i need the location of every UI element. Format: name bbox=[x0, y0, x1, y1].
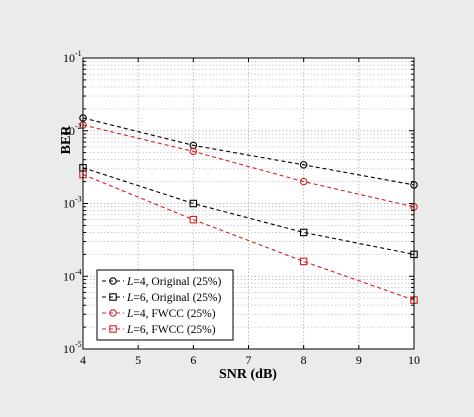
series-line bbox=[82, 124, 415, 208]
x-axis-label: SNR (dB) bbox=[219, 367, 277, 382]
y-axis-label: BER bbox=[59, 125, 74, 155]
legend-box bbox=[96, 269, 234, 341]
legend-entry: L=4, FWCC (25%) bbox=[102, 308, 216, 320]
data-point bbox=[189, 147, 198, 156]
series-line bbox=[82, 117, 415, 186]
legend-label: L=4, Original (25%) bbox=[126, 276, 222, 288]
legend-entry: L=6, FWCC (25%) bbox=[102, 324, 216, 336]
y-tick-label: 10-5 bbox=[63, 340, 82, 356]
data-point bbox=[109, 325, 117, 333]
series-line bbox=[82, 174, 415, 301]
legend-label: L=6, FWCC (25%) bbox=[126, 324, 216, 336]
legend-entry: L=6, Original (25%) bbox=[102, 292, 222, 304]
x-tick-labels: 4 5 6 7 8 9 10 bbox=[80, 353, 420, 367]
legend: L=4, Original (25%) L=6, Original (25%) L=… bbox=[96, 269, 234, 341]
x-tick-label: 10 bbox=[408, 353, 420, 367]
x-tick-label: 4 bbox=[80, 353, 86, 367]
data-point bbox=[109, 293, 117, 301]
y-tick-label: 10-1 bbox=[63, 49, 82, 65]
data-point bbox=[109, 277, 117, 285]
x-tick-label: 9 bbox=[356, 353, 362, 367]
data-point bbox=[299, 161, 308, 169]
legend-entry: L=4, Original (25%) bbox=[102, 276, 222, 288]
y-tick-label: 10-2 bbox=[63, 122, 82, 138]
legend-label: L=4, FWCC (25%) bbox=[126, 308, 216, 320]
data-point bbox=[299, 177, 308, 186]
data-point bbox=[109, 309, 117, 317]
x-tick-label: 8 bbox=[301, 353, 307, 367]
series-line bbox=[82, 167, 415, 255]
x-tick-label: 5 bbox=[135, 353, 141, 367]
y-tick-label: 10-4 bbox=[63, 267, 82, 283]
legend-label: L=6, Original (25%) bbox=[126, 292, 222, 304]
y-tick-labels: 10-1 10-2 10-3 10-4 10-5 bbox=[63, 49, 82, 356]
data-point bbox=[299, 257, 308, 266]
data-point bbox=[189, 215, 198, 224]
x-tick-label: 6 bbox=[190, 353, 196, 367]
x-tick-label: 7 bbox=[246, 353, 252, 367]
data-point bbox=[189, 199, 198, 208]
y-tick-label: 10-3 bbox=[63, 195, 82, 211]
data-point bbox=[299, 228, 308, 237]
plot-border bbox=[82, 57, 415, 350]
